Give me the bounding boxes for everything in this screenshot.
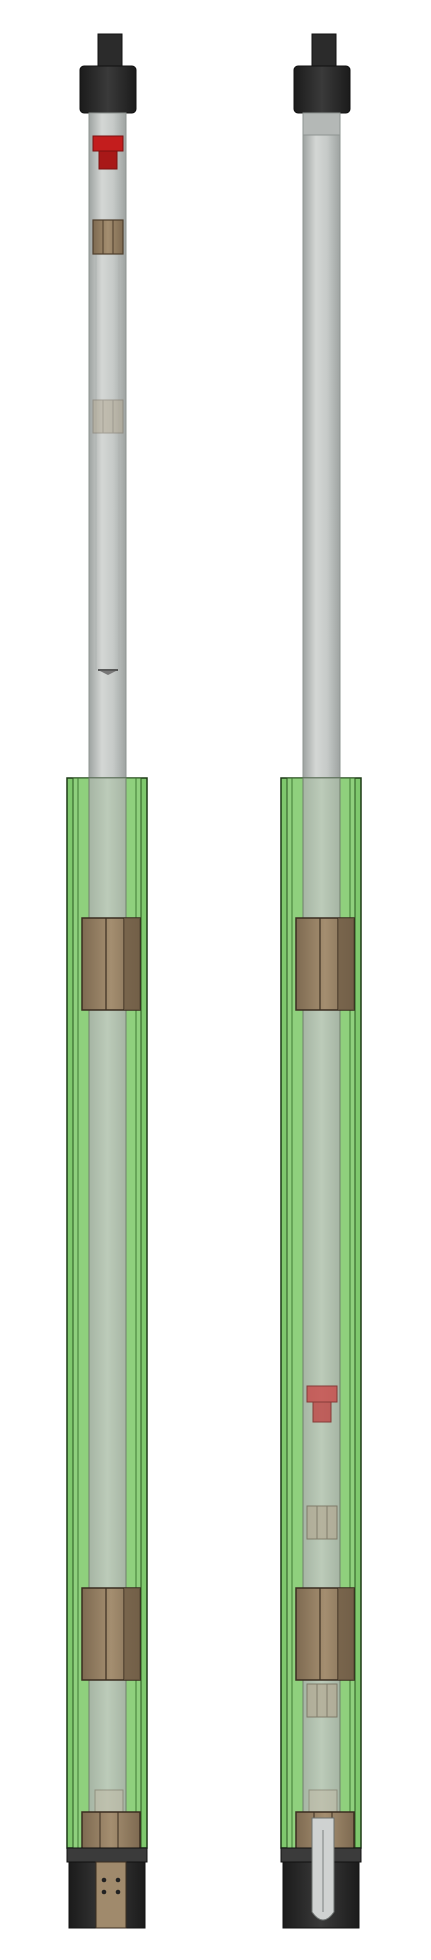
left-assembly [66, 33, 148, 1929]
right-upper-small-bearing [306, 1505, 338, 1540]
right-knob-cap [293, 65, 351, 114]
left-tube-marker [98, 669, 118, 675]
right-upper-large-bearing [295, 917, 355, 1011]
left-bottom-guide [94, 1789, 124, 1815]
left-top-knob [79, 33, 137, 114]
left-upper-large-bearing [81, 917, 141, 1011]
left-upper-inner-tube [88, 112, 127, 779]
right-tube-top-collar [302, 112, 341, 136]
left-middle-guide [92, 399, 124, 434]
right-bottom-end-cap [280, 1817, 362, 1929]
left-upper-small-bearing [92, 219, 124, 255]
left-lower-large-bearing [81, 1587, 141, 1681]
right-bottom-guide [308, 1789, 338, 1815]
left-knob-cap [79, 65, 137, 114]
right-red-piston [306, 1385, 338, 1423]
right-lower-large-bearing [295, 1587, 355, 1681]
right-top-knob [293, 33, 351, 114]
right-assembly [280, 33, 362, 1929]
left-red-piston [92, 135, 124, 170]
right-upper-inner-tube [302, 112, 341, 779]
right-lower-small-bearing [306, 1683, 338, 1718]
left-bottom-end-cap [66, 1847, 148, 1929]
